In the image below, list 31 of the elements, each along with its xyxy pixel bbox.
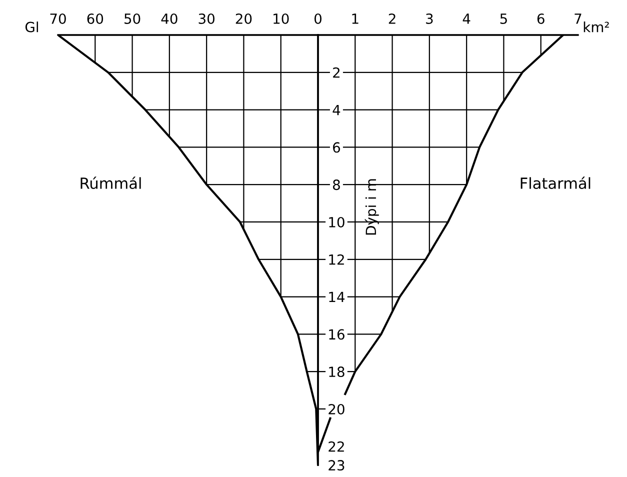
text: Flatarmál: [520, 176, 590, 190]
x-axis-title: Gl: [25, 22, 38, 32]
x-tick-label: 5: [500, 14, 507, 24]
x-tick-label: 10: [274, 13, 289, 24]
x-tick-label: 30: [198, 13, 214, 24]
y-tick-label: 2: [333, 67, 340, 78]
x-tick-label: 60: [87, 13, 104, 24]
x-tick-label: 2: [388, 13, 396, 24]
x-tick-label: 0: [314, 13, 322, 24]
y-tick-label: 10: [329, 216, 344, 228]
x-tick-label: 7: [574, 14, 582, 24]
x-axis-title: km²: [584, 22, 609, 32]
y-tick-label: 12: [329, 254, 344, 265]
text: Rúmmál: [80, 176, 141, 190]
x-tick-label: 40: [161, 13, 178, 24]
y-tick-label: 4: [332, 104, 340, 116]
x-tick-label: 4: [462, 14, 470, 24]
y-tick-label: 16: [329, 329, 344, 340]
x-tick-label: 6: [537, 13, 544, 24]
y-tick-label: 20: [328, 404, 344, 414]
x-tick-label: 1: [352, 14, 358, 24]
y-tick-label: 23: [328, 460, 344, 471]
y-tick-label: 18: [329, 366, 344, 378]
x-tick-label: 50: [124, 13, 140, 24]
y-tick-label: 22: [328, 441, 344, 452]
x-tick-label: 20: [236, 13, 252, 24]
x-tick-label: 70: [50, 13, 66, 24]
y-tick-label: 6: [333, 142, 340, 153]
y-tick-label: 8: [332, 180, 340, 190]
x-tick-label: 3: [426, 13, 433, 24]
y-tick-label: 14: [329, 292, 345, 302]
